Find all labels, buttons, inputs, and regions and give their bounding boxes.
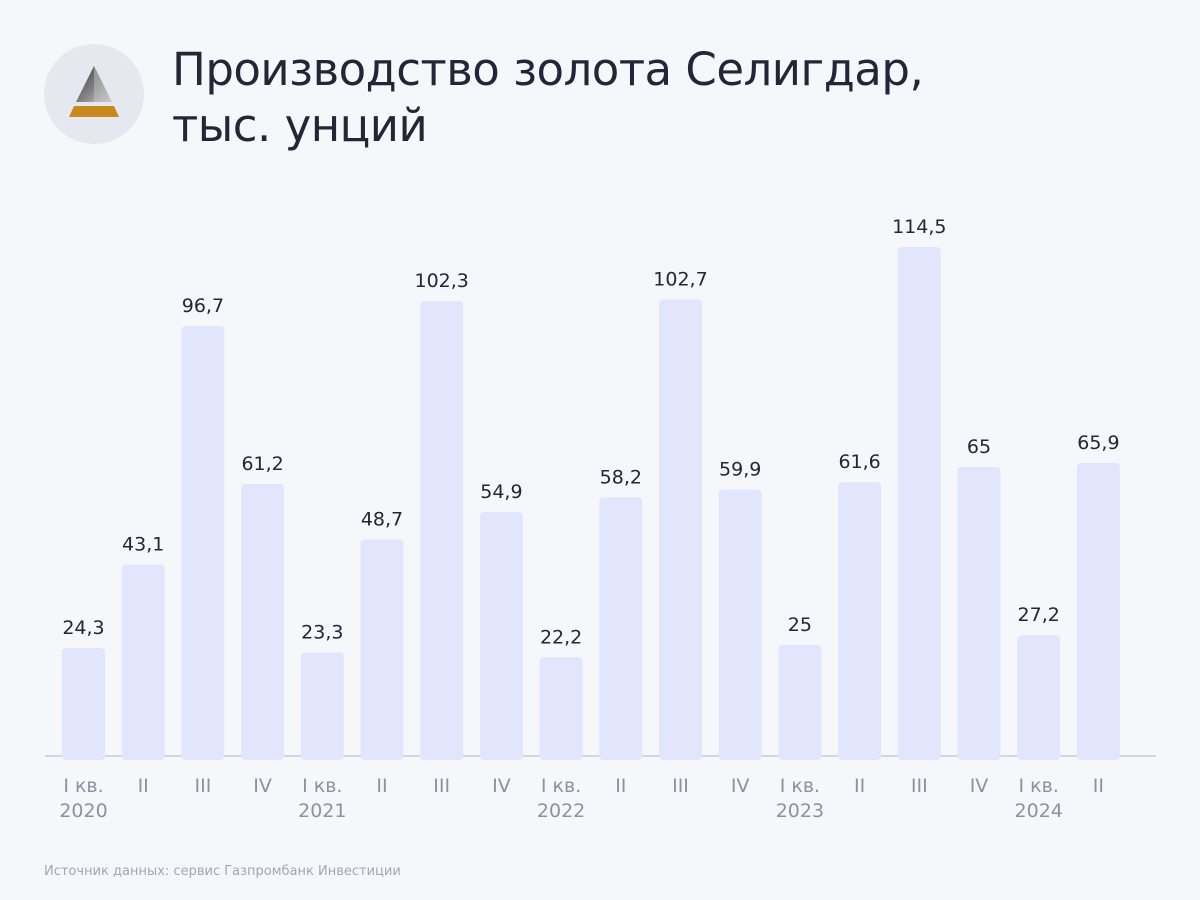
value-label: 102,3 — [414, 270, 468, 292]
value-label: 23,3 — [301, 621, 343, 643]
tick-label: IV — [253, 775, 272, 797]
bar — [838, 482, 882, 760]
value-label: 58,2 — [600, 466, 642, 488]
tick-label: III — [911, 775, 928, 797]
bar — [181, 326, 225, 760]
bar — [897, 247, 941, 760]
tick-label: IV — [492, 775, 511, 797]
tick-label: I кв. — [63, 775, 103, 797]
bar — [1076, 463, 1120, 760]
year-label: 2020 — [59, 800, 107, 822]
tick-label: III — [194, 775, 211, 797]
bar — [300, 652, 344, 760]
tick-label: I кв. — [541, 775, 581, 797]
bar — [420, 301, 464, 760]
bar — [957, 467, 1001, 760]
bar — [599, 497, 643, 760]
value-label: 43,1 — [122, 533, 164, 555]
bar — [241, 483, 285, 760]
value-label: 27,2 — [1018, 604, 1060, 626]
value-label: 96,7 — [182, 295, 224, 317]
value-label: 114,5 — [892, 216, 946, 238]
company-logo — [44, 44, 144, 144]
bar — [1017, 635, 1061, 760]
tick-label: I кв. — [302, 775, 342, 797]
tick-label: I кв. — [780, 775, 820, 797]
bar — [718, 489, 762, 760]
year-label: 2023 — [776, 800, 824, 822]
bar — [479, 511, 523, 760]
data-source-note: Источник данных: сервис Газпромбанк Инве… — [44, 864, 401, 879]
value-label: 54,9 — [480, 481, 522, 503]
bar — [121, 564, 165, 760]
tick-label: II — [854, 775, 865, 797]
value-label: 61,6 — [838, 451, 880, 473]
tick-label: II — [138, 775, 149, 797]
value-label: 48,7 — [361, 509, 403, 531]
title-line-1: Производство золота Селигдар, — [172, 43, 924, 96]
value-label: 25 — [788, 614, 812, 636]
year-label: 2021 — [298, 800, 346, 822]
tick-label: II — [1093, 775, 1104, 797]
year-label: 2022 — [537, 800, 585, 822]
value-label: 102,7 — [653, 268, 707, 290]
tick-label: III — [672, 775, 689, 797]
tick-label: III — [433, 775, 450, 797]
bar — [539, 657, 583, 760]
tick-label: IV — [731, 775, 750, 797]
bar — [778, 644, 822, 760]
bar — [659, 299, 702, 760]
page-title: Производство золота Селигдар, тыс. унций — [172, 42, 1072, 154]
value-label: 22,2 — [540, 626, 582, 648]
value-label: 24,3 — [62, 617, 104, 639]
pyramid-logo-icon — [69, 66, 119, 117]
bar — [360, 539, 404, 760]
value-label: 59,9 — [719, 459, 761, 481]
title-line-2: тыс. унций — [172, 99, 428, 152]
tick-label: II — [615, 775, 626, 797]
value-label: 65,9 — [1077, 432, 1119, 454]
tick-label: II — [376, 775, 387, 797]
tick-label: I кв. — [1019, 775, 1059, 797]
value-label: 61,2 — [241, 453, 283, 475]
logo-gold-band — [69, 106, 119, 117]
year-label: 2024 — [1015, 800, 1063, 822]
bar — [62, 647, 105, 760]
value-label: 65 — [967, 436, 991, 458]
tick-label: IV — [970, 775, 989, 797]
